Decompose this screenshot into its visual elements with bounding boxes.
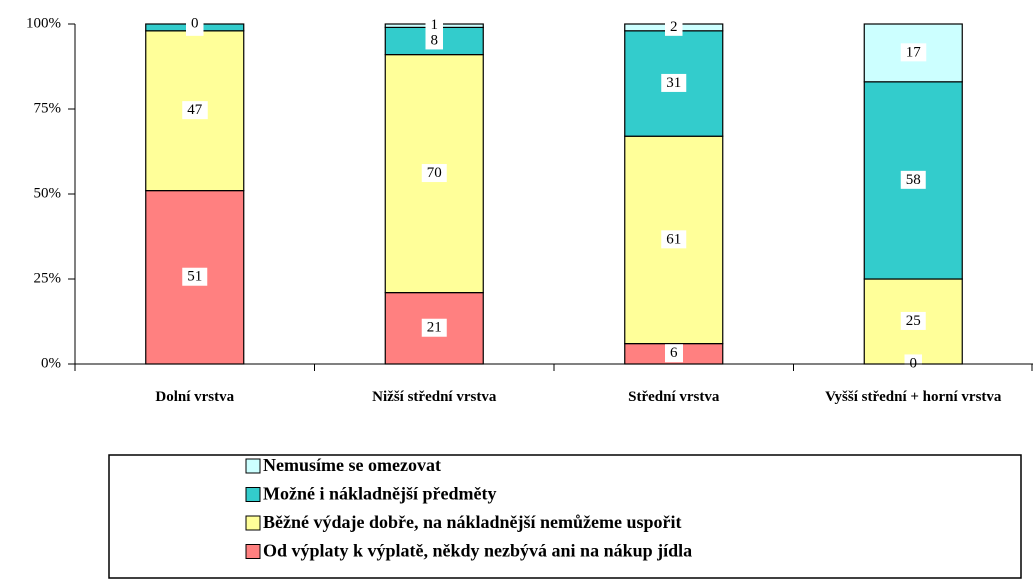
legend-swatch xyxy=(245,544,261,559)
data-label-bg xyxy=(425,31,443,50)
data-label: 8 xyxy=(431,32,439,48)
data-label: 25 xyxy=(906,313,921,329)
data-label-bg xyxy=(665,17,683,36)
data-label-bg xyxy=(421,318,447,337)
y-tick-label: 75% xyxy=(34,100,62,116)
data-label-bg xyxy=(904,354,922,373)
x-tick-label: Střední vrstva xyxy=(628,389,720,405)
data-label: 6 xyxy=(670,345,678,361)
y-tick-label: 50% xyxy=(34,185,62,201)
data-label-bg xyxy=(425,16,443,35)
legend-label: Běžné výdaje dobře, na nákladnější nemůž… xyxy=(263,512,682,532)
data-label: 17 xyxy=(906,44,922,60)
data-label-bg xyxy=(900,311,926,330)
legend-label: Možné i nákladnější předměty xyxy=(263,484,497,504)
data-label: 61 xyxy=(666,231,681,247)
data-label: 0 xyxy=(910,355,918,371)
data-label: 58 xyxy=(906,172,921,188)
data-label-bg xyxy=(182,101,208,120)
legend-swatch xyxy=(245,515,261,531)
data-label-bg xyxy=(186,14,204,33)
data-label: 21 xyxy=(427,320,442,336)
y-tick-label: 25% xyxy=(34,270,62,286)
y-tick-label: 0% xyxy=(41,355,61,371)
bar-segment xyxy=(863,23,963,83)
x-tick-label: Dolní vrstva xyxy=(155,389,235,405)
data-label-bg xyxy=(661,73,687,92)
data-label: 31 xyxy=(666,75,681,91)
legend-swatch xyxy=(245,458,261,474)
data-label: 0 xyxy=(191,15,199,31)
y-tick-label: 100% xyxy=(26,15,61,31)
data-label: 70 xyxy=(427,165,442,181)
data-label-bg xyxy=(900,43,927,62)
data-label-bg xyxy=(182,267,208,286)
legend-swatch xyxy=(245,487,261,502)
legend-box xyxy=(108,454,1022,579)
data-label: 2 xyxy=(670,19,678,35)
x-tick-label: Nižší střední vrstva xyxy=(372,389,497,405)
data-label-bg xyxy=(900,170,926,189)
data-label: 51 xyxy=(187,269,202,285)
data-label-bg xyxy=(665,344,683,363)
legend-label: Od výplaty k výplatě, někdy nezbývá ani … xyxy=(263,541,692,561)
legend-label: Nemusíme se omezovat xyxy=(263,455,441,475)
data-label-bg xyxy=(421,164,447,183)
x-tick-label: Vyšší střední + horní vrstva xyxy=(825,389,1002,405)
data-label-bg xyxy=(661,230,687,249)
data-label: 47 xyxy=(187,102,203,118)
data-label: 1 xyxy=(431,17,439,33)
